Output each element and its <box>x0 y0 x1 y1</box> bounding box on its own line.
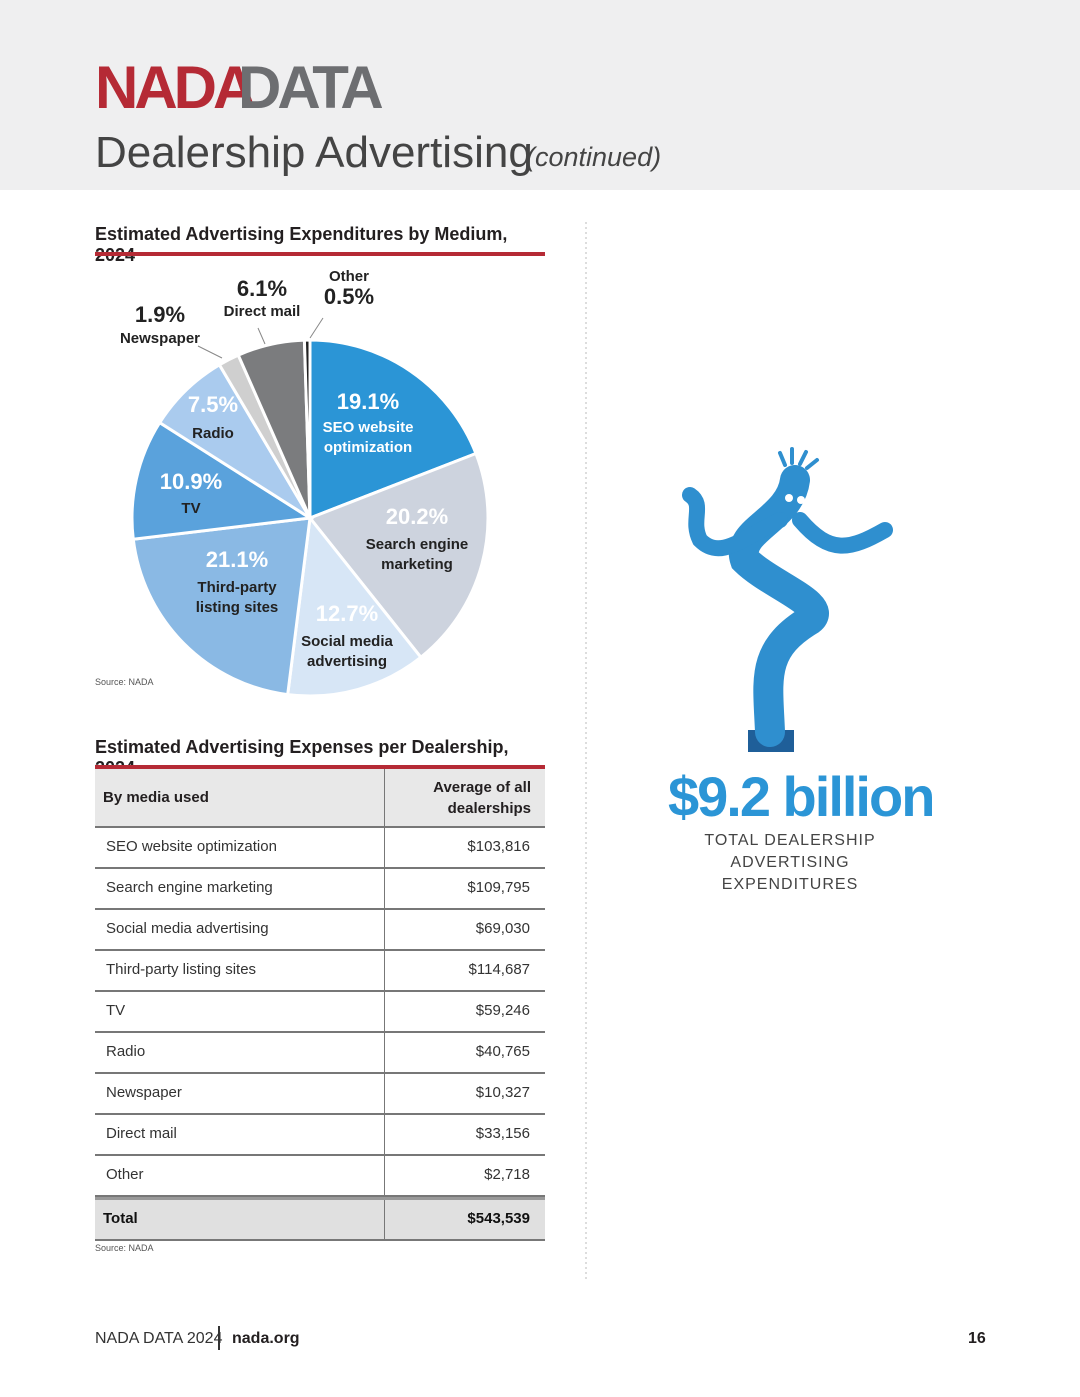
table-row: Social media advertising $69,030 <box>95 910 545 951</box>
pie-slice <box>131 516 312 697</box>
table-cell: TV <box>106 1002 126 1019</box>
column-divider <box>384 1115 385 1154</box>
column-divider <box>384 828 385 867</box>
table-cell: $543,539 <box>467 1210 530 1227</box>
table-cell: Direct mail <box>106 1125 177 1142</box>
table-cell: $10,327 <box>475 1084 530 1101</box>
column-divider <box>384 1156 385 1195</box>
slice-category-label: Search engine marketing <box>365 536 469 573</box>
table-row: Direct mail $33,156 <box>95 1115 545 1156</box>
column-divider <box>384 1200 385 1239</box>
leader-line <box>257 327 266 345</box>
highlight-value: $9.2 billion <box>668 765 935 828</box>
slice-category-label: Radio <box>192 425 234 442</box>
table-row: SEO website optimization $103,816 <box>95 828 545 869</box>
table-cell: Social media advertising <box>106 920 269 937</box>
column-header: Average of all dealerships <box>433 779 531 817</box>
slice-category-label: Newspaper <box>119 330 201 347</box>
table-cell: SEO website optimization <box>106 838 277 855</box>
slice-category-label: Social media advertising <box>301 633 393 670</box>
slice-value-label: 0.5% <box>323 284 375 309</box>
slice-value-label: 6.1% <box>236 276 288 301</box>
table-header: By media used Average of all dealerships <box>95 769 545 828</box>
header-band <box>0 0 1080 190</box>
table-row: Other $2,718 <box>95 1156 545 1197</box>
slice-value-label: 19.1% <box>336 389 400 414</box>
column-divider <box>384 910 385 949</box>
title-rule <box>95 252 545 256</box>
slice-value-label: 20.2% <box>385 504 449 529</box>
highlight-caption: TOTAL DEALERSHIP ADVERTISING EXPENDITURE… <box>704 832 876 893</box>
table-cell: Newspaper <box>106 1084 182 1101</box>
pie-slice <box>308 338 478 521</box>
slice-value-label: 12.7% <box>315 601 379 626</box>
pie-slice <box>302 338 312 519</box>
slice-category-label: SEO website optimization <box>322 419 414 456</box>
column-divider <box>384 869 385 908</box>
slice-value-label: 10.9% <box>159 469 223 494</box>
column-divider <box>384 1074 385 1113</box>
page-subtitle: (continued) <box>526 142 662 172</box>
slice-value-label: 7.5% <box>187 392 239 417</box>
slice-category-label: Direct mail <box>223 303 301 320</box>
table-cell: $103,816 <box>467 838 530 855</box>
tube-man <box>682 447 893 752</box>
column-header: By media used <box>103 789 209 806</box>
column-divider <box>384 1033 385 1072</box>
leader-line <box>309 317 324 339</box>
footer-publication: NADA DATA 2024 <box>95 1330 223 1347</box>
table-cell: $109,795 <box>467 879 530 896</box>
table-cell: Total <box>103 1210 138 1227</box>
table-cell: Radio <box>106 1043 146 1060</box>
page-number: 16 <box>968 1330 986 1347</box>
footer-website: nada.org <box>232 1330 300 1347</box>
column-divider <box>384 992 385 1031</box>
chart-source: Source: NADA <box>95 677 154 687</box>
slice-value-label: 1.9% <box>134 302 186 327</box>
table-rule <box>95 765 545 769</box>
brand-secondary: DATA <box>238 54 384 121</box>
table-cell: $40,765 <box>475 1043 530 1060</box>
footer-separator <box>218 1326 220 1350</box>
leader-line <box>197 345 223 359</box>
column-divider <box>384 951 385 990</box>
column-divider <box>384 769 385 826</box>
table-cell: $2,718 <box>484 1166 530 1183</box>
total-row: Total $543,539 <box>95 1197 545 1241</box>
table-cell: Other <box>106 1166 144 1183</box>
table-row: Third-party listing sites $114,687 <box>95 951 545 992</box>
slice-category-label: Third-party listing sites <box>195 579 279 616</box>
table-row: Search engine marketing $109,795 <box>95 869 545 910</box>
pie-slice <box>307 451 490 660</box>
table: By media used Average of all dealerships S… <box>95 769 545 1241</box>
slice-value-label: 21.1% <box>205 547 269 572</box>
table-row: Radio $40,765 <box>95 1033 545 1074</box>
table-row: Newspaper $10,327 <box>95 1074 545 1115</box>
page-title: Dealership Advertising <box>95 128 533 177</box>
brand-primary: NADA <box>95 54 256 121</box>
table-cell: Search engine marketing <box>106 879 273 896</box>
pie-slice <box>130 420 315 541</box>
pie-slice <box>286 514 423 698</box>
table-row: TV $59,246 <box>95 992 545 1033</box>
slice-category-label: Other <box>328 268 369 285</box>
table-cell: Third-party listing sites <box>106 961 257 978</box>
table-cell: $114,687 <box>468 961 530 978</box>
table-cell: $59,246 <box>475 1002 530 1019</box>
table-cell: $33,156 <box>475 1125 530 1142</box>
table-source: Source: NADA <box>95 1243 154 1253</box>
table-cell: $69,030 <box>475 920 530 937</box>
slice-category-label: TV <box>181 500 201 517</box>
